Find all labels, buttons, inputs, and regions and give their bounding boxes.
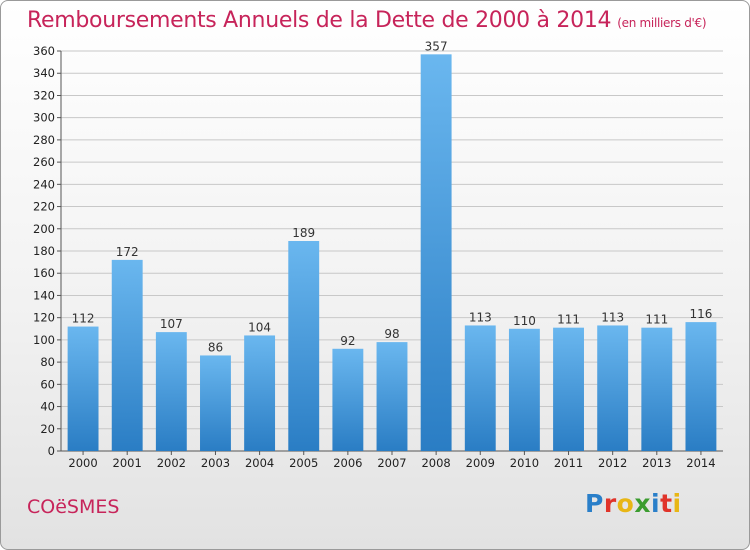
x-tick-label: 2009 [466,456,495,470]
bar-2008 [420,54,452,451]
chart-subtitle: (en milliers d'€) [617,16,707,30]
logo-letter: t [660,489,673,518]
axes: 0 20 40 60 80 100 120 140 160 180 200 220 240 260 280 3… [33,44,723,470]
bar-2001 [111,259,143,451]
y-tick-label: 140 [33,288,55,302]
y-tick-label: 200 [33,222,55,236]
bar-2012 [597,325,629,451]
city-name: COëSMES [27,496,120,518]
logo-letter: P [585,489,604,518]
data-label: 111 [557,313,580,327]
x-tick-label: 2005 [289,456,318,470]
data-label: 86 [208,340,223,354]
x-tick-label: 2010 [510,456,539,470]
data-label: 172 [116,245,139,259]
logo-letter: o [616,489,635,518]
data-label: 111 [645,313,668,327]
bar-2011 [553,327,584,451]
bars [67,54,717,451]
data-label: 189 [292,226,315,240]
y-tick-label: 280 [33,133,55,147]
y-tick-label: 20 [40,422,55,436]
y-tick-label: 60 [40,377,55,391]
bar-2014 [685,322,717,451]
x-tick-label: 2007 [377,456,406,470]
bar-2005 [288,241,320,451]
y-tick-label: 80 [40,355,55,369]
bar-2010 [508,328,540,451]
y-tick-label: 220 [33,200,55,214]
bar-2006 [332,348,364,451]
data-label: 107 [160,317,183,331]
y-tick-label: 180 [33,244,55,258]
bar-2013 [641,327,673,451]
data-label: 113 [469,310,492,324]
x-tick-label: 2000 [68,456,97,470]
x-tick-label: 2001 [113,456,142,470]
x-tick-label: 2011 [554,456,583,470]
data-label: 357 [425,39,448,53]
logo-letter: i [672,489,682,518]
data-labels: 112 172 107 86 104 189 92 98 357 113 110 111 113 111 1… [72,39,713,354]
x-tick-label: 2013 [642,456,671,470]
data-label: 116 [689,307,712,321]
x-tick-label: 2014 [686,456,715,470]
y-tick-label: 340 [33,66,55,80]
y-tick-label: 320 [33,88,55,102]
y-tick-label: 240 [33,177,55,191]
bar-2000 [67,326,99,451]
data-label: 110 [513,314,536,328]
chart-title: Remboursements Annuels de la Dette de 20… [27,8,707,33]
y-tick-label: 260 [33,155,55,169]
logo-letter: x [634,489,651,518]
data-label: 98 [384,327,399,341]
data-label: 113 [601,310,624,324]
x-tick-label: 2008 [421,456,450,470]
y-tick-label: 300 [33,111,55,125]
x-tick-label: 2012 [598,456,627,470]
bar-2004 [244,335,276,451]
bar-2003 [200,355,231,451]
x-tick-label: 2004 [245,456,274,470]
logo-letter: r [603,489,617,518]
x-tick-label: 2003 [201,456,230,470]
data-label: 112 [72,312,95,326]
y-tick-label: 360 [33,44,55,58]
y-tick-label: 160 [33,266,55,280]
data-label: 104 [248,320,271,334]
x-tick-label: 2006 [333,456,362,470]
y-tick-label: 40 [40,400,55,414]
y-tick-label: 100 [33,333,55,347]
bar-2007 [376,342,408,451]
logo-letter: i [651,489,661,518]
y-tick-label: 0 [48,444,55,458]
proxiti-logo[interactable]: Proxiti [585,489,682,518]
bar-2002 [155,332,187,451]
data-label: 92 [340,334,355,348]
chart-title-text: Remboursements Annuels de la Dette de 20… [27,8,612,33]
bar-2009 [464,325,496,451]
x-tick-label: 2002 [157,456,186,470]
y-tick-label: 120 [33,311,55,325]
